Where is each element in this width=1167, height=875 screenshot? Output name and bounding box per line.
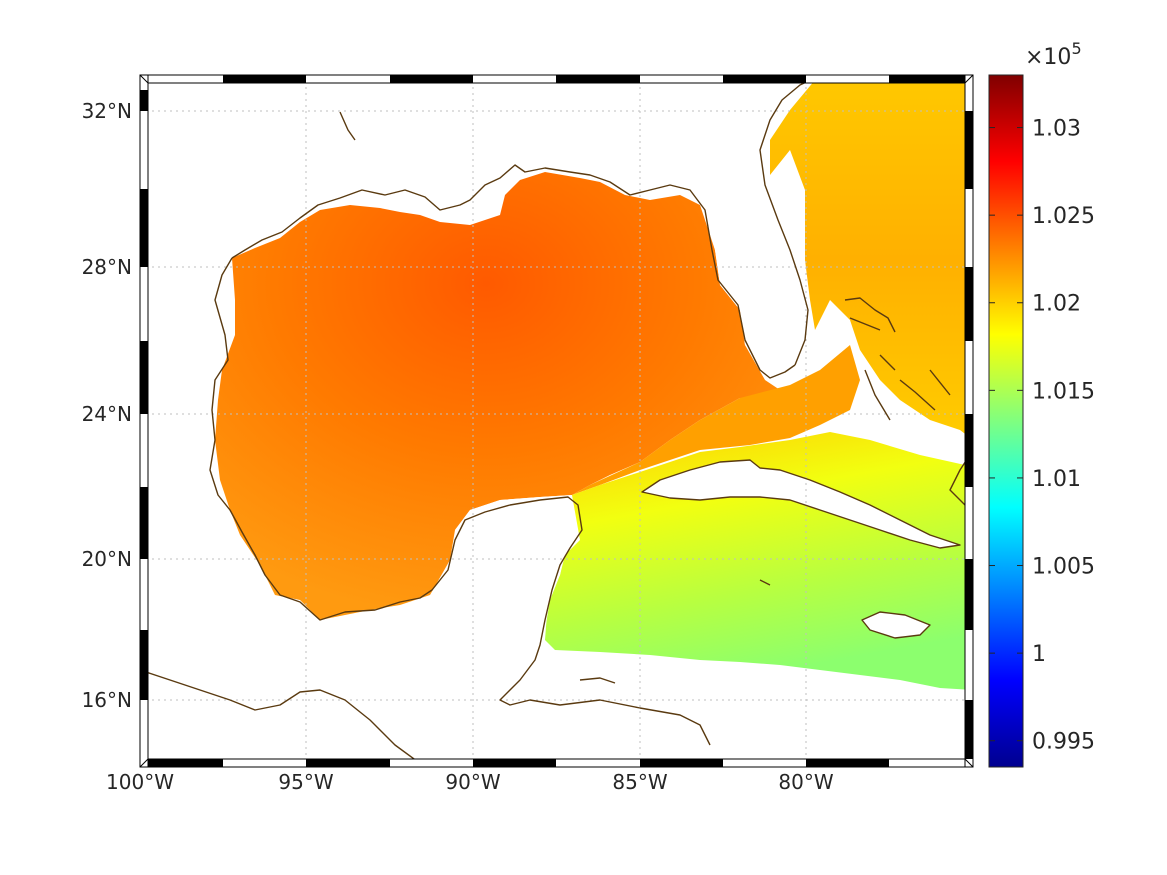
colorbar-multiplier-base: ×10 xyxy=(1025,45,1071,70)
lon-tick-85: 85°W xyxy=(612,770,667,794)
lat-tick-20: 20°N xyxy=(82,547,132,571)
gridlines xyxy=(140,75,973,767)
lat-tick-32: 32°N xyxy=(82,99,132,123)
lon-tick-labels: 100°W 95°W 90°W 85°W 80°W xyxy=(106,770,834,794)
lat-tick-labels: 32°N 28°N 24°N 20°N 16°N xyxy=(82,99,132,712)
gulf-of-mexico-field xyxy=(215,172,780,620)
colorbar-tick-label: 1.025 xyxy=(1032,204,1095,229)
coastline-jamaica xyxy=(861,611,931,639)
coastlines xyxy=(140,77,973,767)
coastline-mexico xyxy=(209,257,711,746)
atlantic-field xyxy=(770,80,973,440)
coastline-cuba xyxy=(641,459,961,549)
lat-tick-28: 28°N xyxy=(82,255,132,279)
colorbar-tick-label: 1.015 xyxy=(1032,379,1095,404)
lon-tick-90: 90°W xyxy=(445,770,500,794)
colorbar-tick-label: 0.995 xyxy=(1032,730,1095,755)
lat-tick-16: 16°N xyxy=(82,688,132,712)
coastline-gulf xyxy=(231,164,796,379)
colorbar: 1.03 1.025 1.02 1.015 1.01 1.005 1 0.995 ×105 xyxy=(988,39,1095,768)
colorbar-tick-label: 1.03 xyxy=(1032,117,1081,142)
coastline-islands xyxy=(339,111,771,684)
coastline-florida-east xyxy=(759,77,816,366)
colorbar-tick-label: 1.02 xyxy=(1032,292,1081,317)
lon-tick-100: 100°W xyxy=(106,770,174,794)
colorbar-tick-label: 1 xyxy=(1032,642,1046,667)
lon-tick-95: 95°W xyxy=(278,770,333,794)
colorbar-tick-label: 1.01 xyxy=(1032,467,1081,492)
lat-tick-24: 24°N xyxy=(82,402,132,426)
pressure-field xyxy=(215,80,973,690)
colorbar-multiplier: ×105 xyxy=(1025,39,1082,70)
colorbar-ticks: 1.03 1.025 1.02 1.015 1.01 1.005 1 0.995 xyxy=(989,117,1095,755)
colorbar-multiplier-exp: 5 xyxy=(1071,39,1081,58)
coastline-bahamas xyxy=(844,297,951,421)
colorbar-tick-label: 1.005 xyxy=(1032,555,1095,580)
colorbar-gradient xyxy=(988,74,1024,768)
map-frame xyxy=(139,74,974,768)
coastline-pacific xyxy=(140,669,426,767)
lon-tick-80: 80°W xyxy=(778,770,833,794)
florida-straits-field xyxy=(572,345,860,495)
